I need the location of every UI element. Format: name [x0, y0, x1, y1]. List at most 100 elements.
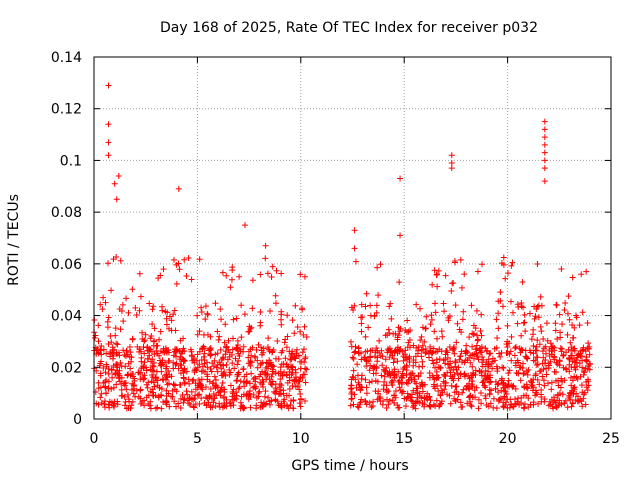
data-point	[534, 260, 541, 267]
data-point	[391, 349, 398, 356]
data-point	[224, 356, 231, 363]
data-point	[97, 301, 104, 308]
data-point	[149, 348, 156, 355]
data-point	[258, 399, 265, 406]
data-point	[296, 386, 303, 393]
data-point	[200, 331, 207, 338]
data-point	[520, 319, 527, 326]
data-point	[296, 400, 303, 407]
data-point	[415, 344, 422, 351]
y-tick-labels: 0 0.02 0.04 0.06 0.08 0.1 0.12 0.14	[51, 50, 82, 428]
data-point	[300, 346, 307, 353]
data-point	[545, 402, 552, 409]
data-point	[299, 305, 306, 312]
data-point	[558, 346, 565, 353]
data-point	[113, 367, 120, 374]
data-point	[489, 365, 496, 372]
data-point	[535, 400, 542, 407]
data-point	[528, 336, 535, 343]
data-point	[190, 376, 197, 383]
data-point	[240, 391, 247, 398]
data-point	[586, 343, 593, 350]
data-point	[129, 380, 136, 387]
data-point	[258, 351, 265, 358]
data-point	[280, 369, 287, 376]
data-point	[512, 396, 519, 403]
data-point	[362, 303, 369, 310]
data-point	[520, 392, 527, 399]
data-point	[432, 364, 439, 371]
data-point	[430, 345, 437, 352]
data-point	[408, 394, 415, 401]
data-point	[138, 354, 145, 361]
data-point	[351, 391, 358, 398]
data-point	[297, 328, 304, 335]
data-point	[355, 404, 362, 411]
data-point	[440, 300, 447, 307]
data-point	[230, 402, 237, 409]
data-point	[529, 387, 536, 394]
data-point	[386, 398, 393, 405]
data-point	[223, 344, 230, 351]
data-point	[386, 368, 393, 375]
data-point	[223, 272, 230, 279]
data-point	[473, 384, 480, 391]
data-point	[140, 397, 147, 404]
data-point	[220, 386, 227, 393]
data-point	[463, 342, 470, 349]
data-point	[367, 362, 374, 369]
data-point	[470, 355, 477, 362]
data-point	[563, 349, 570, 356]
data-point	[103, 377, 110, 384]
data-point	[508, 262, 515, 269]
data-point	[118, 386, 125, 393]
data-point	[409, 370, 416, 377]
data-point	[123, 347, 130, 354]
data-point	[452, 397, 459, 404]
data-point	[475, 356, 482, 363]
data-point	[377, 261, 384, 268]
data-point	[175, 365, 182, 372]
data-point	[240, 343, 247, 350]
data-point	[514, 320, 521, 327]
data-point	[543, 371, 550, 378]
data-point	[499, 377, 506, 384]
data-point	[122, 353, 129, 360]
data-point	[160, 345, 167, 352]
data-point	[253, 405, 260, 412]
data-point	[287, 353, 294, 360]
data-point	[551, 354, 558, 361]
data-point	[549, 403, 556, 410]
data-point	[369, 402, 376, 409]
data-point	[578, 271, 585, 278]
data-point	[105, 314, 112, 321]
data-point	[348, 396, 355, 403]
data-point	[294, 346, 300, 353]
data-point	[199, 345, 206, 352]
data-point	[421, 338, 428, 345]
data-point	[162, 365, 169, 372]
data-point	[568, 403, 575, 410]
data-point	[349, 354, 356, 361]
data-point	[302, 379, 309, 386]
data-point	[173, 353, 180, 360]
data-point	[222, 321, 229, 328]
data-point	[247, 380, 254, 387]
data-point	[113, 361, 120, 368]
data-point	[415, 347, 422, 354]
data-point	[561, 400, 568, 407]
data-point	[240, 405, 247, 412]
data-point	[198, 382, 205, 389]
data-point	[262, 255, 269, 262]
data-point	[500, 254, 507, 261]
data-point	[401, 364, 408, 371]
data-point	[141, 372, 148, 379]
data-point	[389, 382, 396, 389]
data-point	[454, 370, 461, 377]
data-point	[571, 347, 578, 354]
data-point	[389, 397, 396, 404]
data-point	[489, 355, 496, 362]
data-point	[553, 301, 560, 308]
data-point	[105, 341, 112, 348]
data-point	[350, 307, 357, 314]
